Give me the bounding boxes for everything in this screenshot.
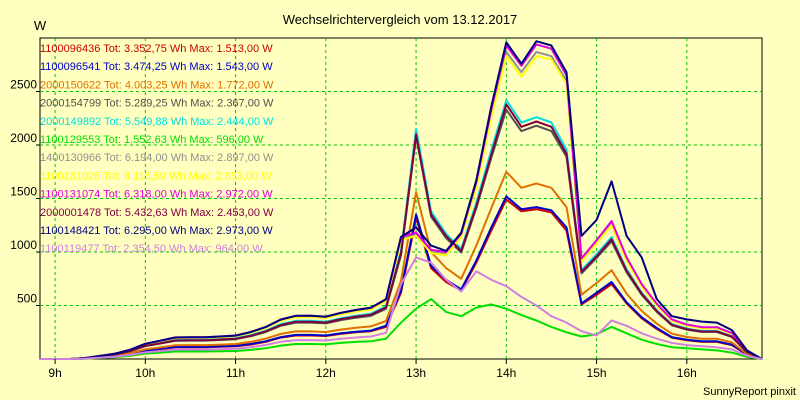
y-axis-unit-label: W	[34, 18, 47, 33]
legend-entry: 1100129553 Tot: 1.552,63 Wh Max: 596,00 …	[40, 134, 264, 146]
axis-ticks: 500 1000 1500 2000 2500 9h 10h 11h 12h 13h 14h 15h 1…	[10, 78, 697, 381]
legend-entry: 1100096541 Tot: 3.474,25 Wh Max: 1.543,0…	[40, 61, 273, 73]
y-tick-label: 500	[17, 292, 37, 306]
legend-entry: 1100096436 Tot: 3.352,75 Wh Max: 1.513,0…	[40, 43, 273, 55]
legend-entry: 2000149892 Tot: 5.549,88 Wh Max: 2.444,0…	[40, 116, 274, 128]
legend-entry: 2000150622 Tot: 4.003,25 Wh Max: 1.772,0…	[40, 79, 274, 91]
footer-credit: SunnyReport pinxit	[703, 386, 796, 398]
x-tick-label: 9h	[48, 366, 61, 380]
series-lines	[40, 40, 763, 360]
series-line	[40, 256, 763, 360]
y-tick-label: 1000	[10, 238, 37, 252]
series-line	[40, 170, 763, 360]
x-tick-label: 16h	[677, 366, 697, 380]
x-tick-label: 14h	[496, 366, 516, 380]
legend-entry: 1100119477 Tot: 2.354,50 Wh Max: 964,00 …	[40, 243, 263, 255]
series-line	[40, 40, 763, 360]
series-line	[40, 195, 763, 360]
x-tick-label: 13h	[406, 366, 426, 380]
legend-entry: 1100148421 Tot: 6.295,00 Wh Max: 2.973,0…	[40, 225, 273, 237]
series-line	[40, 298, 763, 360]
legend-entry: 2000154799 Tot: 5.289,25 Wh Max: 2.367,0…	[40, 98, 274, 110]
y-tick-label: 2000	[10, 131, 37, 145]
chart-title: Wechselrichtervergleich vom 13.12.2017	[283, 12, 518, 27]
series-line	[40, 103, 763, 360]
y-tick-label: 2500	[10, 78, 37, 92]
x-tick-label: 12h	[316, 366, 336, 380]
legend-entry: 1100131025 Tot: 6.115,50 Wh Max: 2.853,0…	[40, 170, 272, 182]
legend-entry: 2000001478 Tot: 5.432,63 Wh Max: 2.453,0…	[40, 207, 274, 219]
grid-lines	[40, 38, 762, 359]
x-tick-label: 15h	[587, 366, 607, 380]
legend-entry: 1400130966 Tot: 6.194,00 Wh Max: 2.897,0…	[40, 152, 274, 164]
legend: 1100096436 Tot: 3.352,75 Wh Max: 1.513,0…	[40, 43, 274, 255]
legend-entry: 1100131074 Tot: 6.318,00 Wh Max: 2.972,0…	[40, 189, 273, 201]
x-tick-label: 10h	[135, 366, 155, 380]
y-tick-label: 1500	[10, 185, 37, 199]
x-tick-label: 11h	[226, 366, 245, 380]
